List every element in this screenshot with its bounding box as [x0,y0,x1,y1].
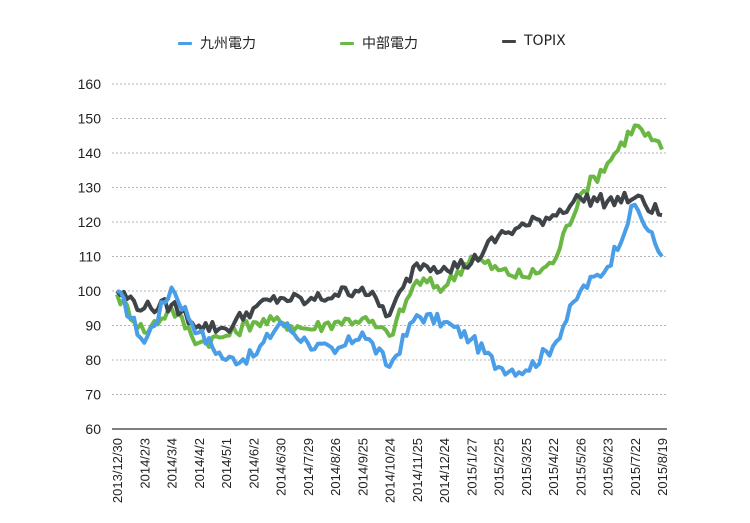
x-axis: 2013/12/30 2014/2/3 2014/3/4 2014/4/2 2014/5… [110,438,670,503]
series-line-kyushu [116,202,664,378]
legend-label: 九州電力 [200,36,256,52]
x-tick-label: 2014/5/1 [219,438,234,489]
legend-swatch-icon [178,41,192,45]
x-tick-label: 2014/9/25 [355,438,370,496]
y-tick-label: 80 [85,352,101,368]
legend-item-kyushu[interactable]: 九州電力 [178,33,256,53]
x-tick-label: 2015/1/27 [464,438,479,496]
y-tick-label: 90 [85,318,101,334]
x-tick-label: 2015/7/22 [628,438,643,496]
x-tick-label: 2015/4/22 [546,438,561,496]
chart-legend: 九州電力 中部電力 TOPIX [0,33,750,53]
x-tick-label: 2014/10/24 [383,438,398,503]
x-tick-label: 2014/8/26 [328,438,343,496]
x-tick-label: 2014/11/25 [410,438,425,502]
legend-label: 中部電力 [362,36,418,52]
x-tick-label: 2015/2/25 [492,438,507,496]
legend-item-chubu[interactable]: 中部電力 [340,33,418,53]
x-tick-label: 2014/7/29 [301,438,316,496]
y-tick-label: 140 [78,145,102,161]
gridlines [112,83,667,430]
x-tick-label: 2014/6/30 [274,438,289,496]
x-tick-label: 2014/2/3 [137,438,152,489]
x-tick-label: 2013/12/30 [110,438,125,503]
x-tick-label: 2015/6/23 [601,438,616,496]
x-tick-label: 2014/4/2 [192,438,207,489]
series-line-topix [115,190,663,334]
y-tick-label: 130 [78,180,102,196]
legend-label: TOPIX [524,33,566,49]
x-tick-label: 2015/5/26 [573,438,588,496]
x-tick-label: 2014/12/24 [437,438,452,503]
x-tick-label: 2014/3/4 [165,438,180,489]
x-tick-label: 2015/8/19 [655,438,670,496]
y-tick-label: 160 [78,76,102,92]
y-tick-label: 100 [78,283,102,299]
y-tick-label: 70 [85,387,101,403]
data-series [115,123,664,378]
series-line-chubu [115,123,664,349]
x-tick-label: 2014/6/2 [246,438,261,489]
x-tick-label: 2015/3/25 [519,438,534,496]
y-tick-label: 110 [79,249,102,265]
legend-swatch-icon [340,41,354,45]
y-tick-label: 60 [85,421,101,437]
y-tick-label: 120 [78,214,102,230]
y-axis: 60 70 80 90 100 110 120 130 140 150 160 [78,76,102,437]
legend-item-topix[interactable]: TOPIX [502,33,566,49]
legend-swatch-icon [502,39,516,43]
y-tick-label: 150 [78,111,102,127]
